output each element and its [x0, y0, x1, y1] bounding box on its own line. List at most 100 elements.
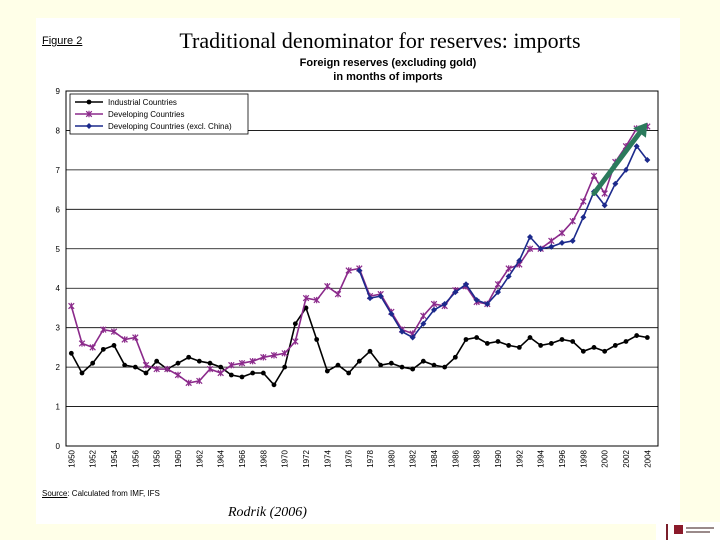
data-point: [282, 364, 288, 370]
y-tick-label: 7: [56, 166, 61, 175]
data-point: [388, 360, 394, 366]
series-1: [68, 305, 650, 388]
y-tick-label: 6: [56, 205, 61, 214]
data-point: [206, 365, 214, 373]
data-point: [153, 365, 160, 373]
x-tick-label: 1986: [451, 449, 460, 467]
legend-label: Industrial Countries: [108, 98, 177, 107]
data-point: [238, 359, 246, 367]
data-point: [410, 366, 416, 372]
legend-label: Developing Countries (excl. China): [108, 122, 232, 131]
x-tick-label: 1966: [238, 449, 247, 467]
data-point: [548, 237, 555, 245]
data-point: [164, 365, 171, 373]
data-point: [239, 374, 245, 380]
data-point: [367, 295, 373, 302]
source-prefix: Source: [42, 489, 68, 498]
data-point: [409, 334, 416, 341]
data-point: [346, 370, 352, 376]
legend-item-1: Industrial Countries: [75, 98, 177, 107]
data-point: [142, 361, 150, 369]
data-point: [558, 229, 566, 237]
x-tick-label: 1996: [558, 449, 567, 467]
y-tick-label: 8: [56, 126, 61, 135]
data-point: [356, 267, 363, 274]
data-point: [474, 335, 480, 340]
data-point: [292, 338, 299, 345]
data-point: [228, 361, 235, 369]
data-point: [175, 360, 181, 366]
data-point: [506, 343, 512, 348]
y-tick-label: 5: [56, 245, 61, 254]
data-point: [111, 343, 117, 348]
data-point: [132, 364, 138, 370]
data-point: [377, 293, 384, 300]
data-point: [494, 281, 502, 288]
data-point: [68, 350, 74, 356]
legend: Industrial Countries Developing Countries…: [69, 93, 249, 135]
data-point: [452, 289, 459, 296]
data-point: [601, 190, 608, 197]
data-point: [313, 296, 320, 304]
x-tick-label: 1982: [409, 449, 418, 467]
data-point: [90, 360, 96, 366]
data-point: [644, 335, 650, 340]
data-point: [580, 348, 586, 354]
data-point: [260, 370, 266, 376]
data-point: [623, 166, 629, 173]
data-point: [484, 341, 490, 346]
data-point: [196, 377, 203, 385]
data-point: [85, 110, 93, 118]
data-point: [580, 198, 587, 205]
data-point: [86, 123, 92, 129]
annotation-layer: [591, 122, 648, 197]
legend-label: Developing Countries: [108, 110, 185, 119]
data-point: [516, 257, 523, 264]
chart-subtitle: in months of imports: [333, 71, 442, 83]
x-tick-label: 1980: [387, 449, 396, 467]
data-point: [612, 343, 618, 348]
x-tick-label: 1954: [110, 449, 119, 467]
x-tick-label: 1990: [494, 449, 503, 467]
series-line: [358, 144, 648, 339]
data-point: [623, 339, 629, 344]
data-point: [110, 328, 118, 335]
data-point: [441, 301, 448, 307]
y-tick-label: 3: [56, 324, 61, 333]
data-point: [207, 360, 213, 366]
data-point: [527, 233, 533, 240]
x-tick-label: 2002: [622, 449, 631, 467]
series-line: [70, 306, 648, 387]
data-point: [89, 344, 96, 351]
y-tick-label: 0: [56, 442, 61, 451]
data-point: [271, 382, 277, 388]
data-point: [100, 346, 106, 352]
data-point: [388, 310, 395, 317]
data-point: [473, 297, 480, 304]
x-tick-label: 1984: [430, 449, 439, 467]
trend-arrow-head: [633, 122, 648, 138]
data-point: [526, 245, 534, 253]
data-point: [442, 364, 448, 370]
data-point: [463, 337, 469, 342]
figure-label: Figure 2: [42, 35, 83, 47]
x-tick-label: 1962: [195, 449, 204, 467]
x-tick-label: 1978: [366, 449, 375, 467]
plot-frame: [65, 90, 659, 447]
series-3: [356, 143, 651, 341]
series-2: [68, 123, 651, 387]
x-tick-label: 1972: [302, 449, 311, 467]
data-point: [612, 180, 619, 187]
data-point: [260, 354, 267, 361]
data-point: [505, 273, 512, 280]
data-point: [484, 301, 491, 307]
data-point: [86, 99, 92, 105]
data-point: [196, 358, 202, 364]
data-point: [495, 339, 501, 344]
data-point: [569, 217, 576, 225]
x-tick-label: 2004: [643, 449, 652, 467]
chart-panel: Foreign reserves (excluding gold) in mon…: [36, 18, 680, 524]
data-point: [217, 369, 224, 377]
data-point: [132, 334, 139, 341]
data-point: [634, 333, 640, 338]
